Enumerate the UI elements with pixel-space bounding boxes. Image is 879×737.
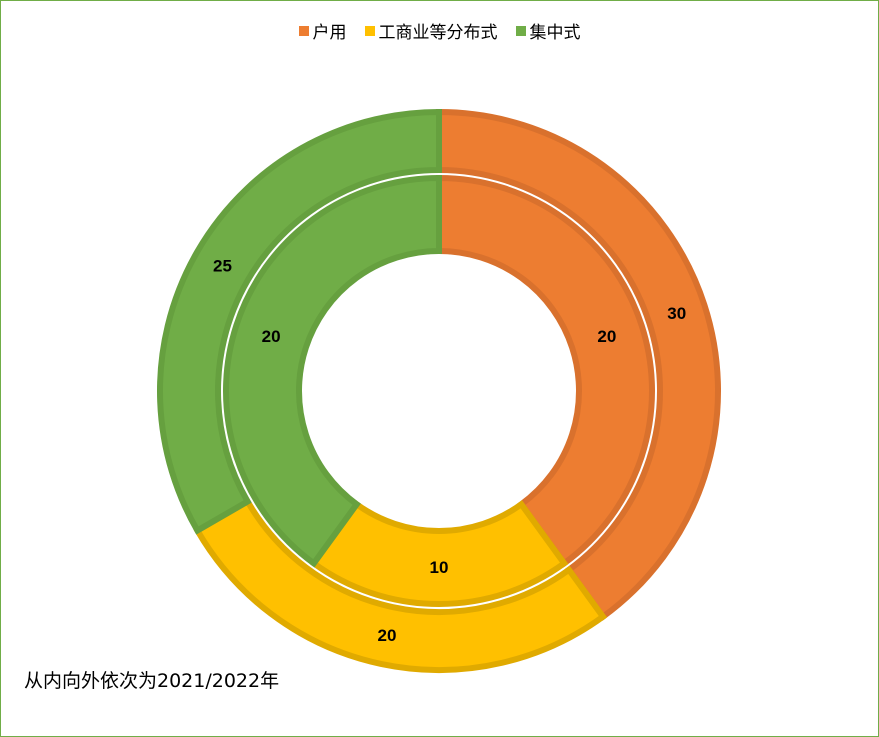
legend: 户用 工商业等分布式 集中式 xyxy=(0,18,879,43)
legend-swatch-residential xyxy=(298,25,309,36)
outer-ring-label-commercial: 20 xyxy=(378,626,397,645)
legend-item-commercial: 工商业等分布式 xyxy=(364,18,498,43)
legend-label-commercial: 工商业等分布式 xyxy=(378,23,498,43)
chart-note: 从内向外依次为2021/2022年 xyxy=(24,670,280,692)
legend-item-centralized: 集中式 xyxy=(515,18,581,43)
inner-ring-label-centralized: 20 xyxy=(262,327,281,346)
outer-ring-label-residential: 30 xyxy=(667,304,686,323)
outer-ring-label-centralized: 25 xyxy=(213,257,232,276)
legend-label-centralized: 集中式 xyxy=(529,23,581,43)
inner-ring-slice-commercial xyxy=(309,500,569,607)
inner-ring-slice-residential xyxy=(436,174,655,568)
inner-ring-label-commercial: 10 xyxy=(430,558,449,577)
legend-item-residential: 户用 xyxy=(298,18,347,43)
inner-ring-slice-centralized xyxy=(223,174,442,568)
legend-label-residential: 户用 xyxy=(312,23,347,43)
legend-swatch-centralized xyxy=(515,25,526,36)
inner-ring-label-residential: 20 xyxy=(597,327,616,346)
outer-ring-slice-residential xyxy=(436,108,721,621)
outer-ring-slice-centralized xyxy=(157,108,442,535)
legend-swatch-commercial xyxy=(364,25,375,36)
